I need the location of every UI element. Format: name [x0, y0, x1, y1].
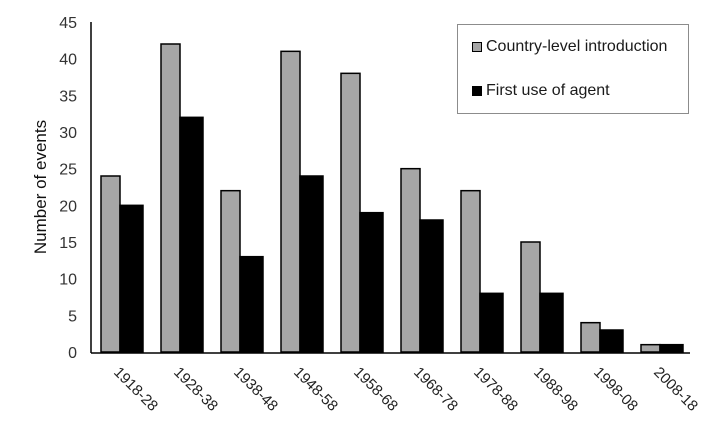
bar-first-use-1938-48: [239, 255, 264, 353]
x-tick-label: 2008-18: [650, 364, 701, 415]
legend-swatch-black: [472, 86, 482, 96]
y-tick-label: 10: [59, 272, 77, 289]
bar-country-level-1928-38: [160, 43, 181, 353]
bar-country-level-1948-58: [280, 50, 301, 353]
bar-first-use-1958-68: [359, 211, 384, 353]
legend-label: Country-level introduction: [486, 38, 668, 55]
bar-first-use-1978-88: [479, 292, 504, 353]
legend-item-country-level: Country-level introduction: [472, 38, 667, 56]
x-tick-label: 1948-58: [290, 364, 341, 415]
y-tick-label: 25: [59, 162, 77, 179]
x-tick-label: 1928-38: [170, 364, 221, 415]
y-axis-ticks: 0 5 10 15 20 25 30 35 40 45: [59, 15, 77, 362]
bar-first-use-1998-08: [599, 329, 624, 353]
x-tick-label: 1998-08: [590, 364, 641, 415]
x-tick-label: 1958-68: [350, 364, 401, 415]
x-tick-label: 1968-78: [410, 364, 461, 415]
y-tick-label: 0: [68, 345, 77, 362]
x-tick-label: 1988-98: [530, 364, 581, 415]
x-tick-label: 1918-28: [110, 364, 161, 415]
bar-country-level-1918-28: [100, 175, 121, 353]
legend-swatch-gray: [472, 42, 482, 52]
bar-country-level-2008-18: [640, 343, 661, 353]
y-tick-label: 40: [59, 52, 77, 69]
bar-series: [100, 43, 684, 353]
bar-country-level-1978-88: [460, 189, 481, 353]
bar-country-level-1968-78: [400, 167, 421, 353]
bar-first-use-2008-18: [659, 343, 684, 353]
y-tick-label: 5: [68, 308, 77, 325]
y-axis-label: Number of events: [31, 120, 50, 254]
bar-first-use-1928-38: [179, 116, 204, 353]
x-axis-ticks: 1918-28 1928-38 1938-48 1948-58 1958-68 1968-…: [110, 364, 701, 415]
bar-first-use-1918-28: [119, 204, 144, 353]
bar-country-level-1958-68: [340, 72, 361, 353]
y-tick-label: 15: [59, 235, 77, 252]
bar-first-use-1948-58: [299, 175, 324, 353]
bar-country-level-1998-08: [580, 321, 601, 353]
legend: Country-level introduction First use of …: [457, 24, 689, 114]
x-tick-label: 1938-48: [230, 364, 281, 415]
y-tick-label: 45: [59, 15, 77, 32]
bar-first-use-1988-98: [539, 292, 564, 353]
x-tick-label: 1978-88: [470, 364, 521, 415]
bar-country-level-1938-48: [220, 189, 241, 353]
legend-label: First use of agent: [486, 82, 610, 99]
y-tick-label: 30: [59, 125, 77, 142]
bar-country-level-1988-98: [520, 241, 541, 353]
y-tick-label: 20: [59, 198, 77, 215]
legend-item-first-use: First use of agent: [472, 82, 610, 100]
bar-first-use-1968-78: [419, 219, 444, 353]
y-tick-label: 35: [59, 88, 77, 105]
